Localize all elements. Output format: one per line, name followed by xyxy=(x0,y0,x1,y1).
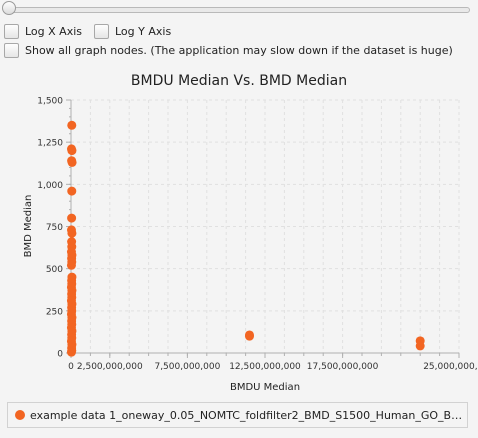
data-point[interactable] xyxy=(67,228,77,238)
y-tick-label: 1,000 xyxy=(37,181,63,191)
x-axis-label: BMDU Median xyxy=(230,382,300,393)
data-point[interactable] xyxy=(415,341,425,351)
axis-options-row: Log X Axis Log Y Axis xyxy=(4,22,183,40)
y-tick-label: 1,500 xyxy=(37,97,63,107)
slider-track[interactable] xyxy=(6,7,470,13)
data-point[interactable] xyxy=(66,260,76,270)
legend-swatch xyxy=(15,410,25,420)
data-point[interactable] xyxy=(67,186,77,196)
axes xyxy=(66,99,460,358)
x-tick-label: 0 xyxy=(68,362,74,372)
x-tick-label: 12,500,000,000 xyxy=(229,362,301,372)
data-point[interactable] xyxy=(67,157,77,167)
y-tick-label: 750 xyxy=(46,223,63,233)
chart-svg: BMDU Median Vs. BMD Median 0 250 500 750 1,0… xyxy=(23,73,478,393)
log-x-option[interactable]: Log X Axis xyxy=(4,23,82,39)
data-points[interactable] xyxy=(66,120,425,357)
slider-thumb[interactable] xyxy=(2,1,16,15)
y-axis-label: BMD Median xyxy=(23,195,34,258)
log-y-checkbox[interactable] xyxy=(94,23,109,39)
log-x-label: Log X Axis xyxy=(25,24,82,38)
log-y-label: Log Y Axis xyxy=(115,24,172,38)
chart-legend[interactable]: example data 1_oneway_0.05_NOMTC_foldfil… xyxy=(7,402,468,428)
data-point[interactable] xyxy=(67,120,77,130)
x-tick-label: 25,000,000,000 xyxy=(423,362,478,372)
data-point[interactable] xyxy=(66,347,76,357)
data-point[interactable] xyxy=(244,331,254,341)
log-y-option[interactable]: Log Y Axis xyxy=(94,23,172,39)
data-point[interactable] xyxy=(67,213,77,223)
scatter-chart: BMDU Median Vs. BMD Median 0 250 500 750 1,0… xyxy=(0,64,478,394)
x-tick-label: 7,500,000,000 xyxy=(154,362,220,372)
x-tick-label: 2,500,000,000 xyxy=(77,362,143,372)
log-x-checkbox[interactable] xyxy=(4,23,19,39)
y-tick-label: 0 xyxy=(57,350,63,360)
legend-label: example data 1_oneway_0.05_NOMTC_foldfil… xyxy=(30,408,467,422)
chart-title: BMDU Median Vs. BMD Median xyxy=(131,73,347,89)
y-tick-label: 500 xyxy=(46,265,63,275)
data-point[interactable] xyxy=(67,146,77,156)
y-tick-label: 1,250 xyxy=(37,139,63,149)
show-all-option[interactable]: Show all graph nodes. (The application m… xyxy=(4,41,453,59)
show-all-label: Show all graph nodes. (The application m… xyxy=(25,43,453,57)
show-all-checkbox[interactable] xyxy=(4,42,19,58)
x-tick-label: 17,500,000,000 xyxy=(307,362,379,372)
threshold-slider[interactable] xyxy=(0,0,478,20)
y-tick-label: 250 xyxy=(46,307,63,317)
grid-lines xyxy=(70,99,460,354)
